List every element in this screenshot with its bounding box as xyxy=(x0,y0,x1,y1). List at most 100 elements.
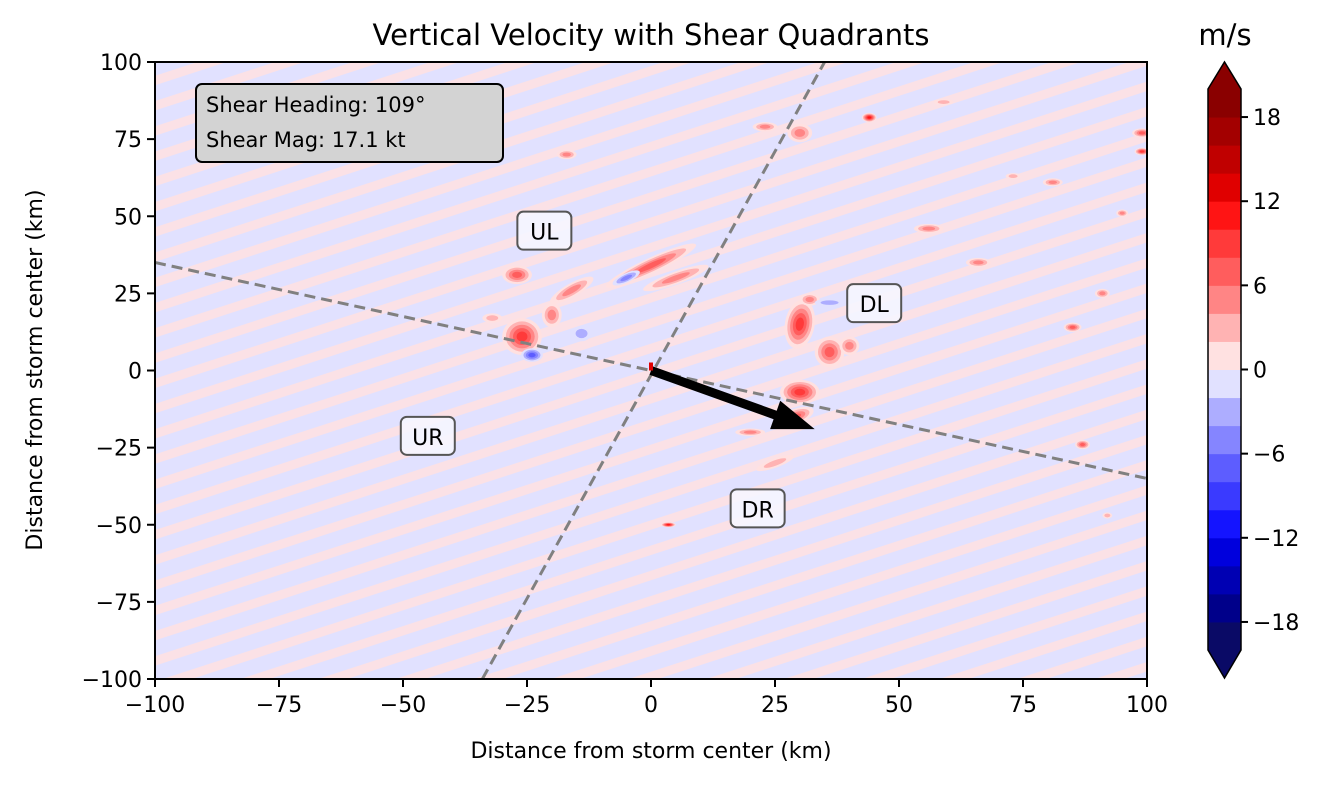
colorbar-segment xyxy=(1208,89,1241,118)
x-tick-label: −100 xyxy=(125,693,185,718)
x-tick-label: 25 xyxy=(761,693,789,718)
x-axis-label: Distance from storm center (km) xyxy=(470,739,831,764)
colorbar-extend-top xyxy=(1208,62,1241,89)
velocity-feature xyxy=(845,341,854,350)
y-tick-label: −75 xyxy=(96,591,142,616)
velocity-feature xyxy=(824,346,835,358)
colorbar-segment xyxy=(1208,285,1241,314)
shear-heading-text: Shear Heading: 109° xyxy=(206,93,425,117)
shear-info-box: Shear Heading: 109° Shear Mag: 17.1 kt xyxy=(195,83,504,163)
y-tick-label: 25 xyxy=(114,282,142,307)
plot-area: UL DL UR DR Shear Heading: 109° Shear Mag: … xyxy=(155,62,1147,679)
colorbar-segment xyxy=(1208,425,1241,455)
chart-title: Vertical Velocity with Shear Quadrants xyxy=(373,18,930,52)
colorbar-segment xyxy=(1208,565,1241,595)
colorbar-tick-label: −6 xyxy=(1253,443,1285,468)
shear-arrow-shape xyxy=(649,366,815,430)
velocity-feature xyxy=(937,100,950,104)
colorbar: −18 −12 −6 0 6 12 18 xyxy=(1207,60,1299,680)
velocity-feature xyxy=(575,328,588,339)
velocity-feature xyxy=(743,430,757,434)
velocity-feature xyxy=(805,296,814,303)
colorbar-segment xyxy=(1208,621,1241,651)
x-tick-label: −50 xyxy=(380,693,426,718)
colorbar-segment xyxy=(1208,509,1241,539)
quadrant-label-dl: DL xyxy=(860,293,890,318)
colorbar-segment xyxy=(1208,369,1241,399)
colorbar-segment xyxy=(1208,341,1241,370)
colorbar-segment xyxy=(1208,481,1241,511)
velocity-feature xyxy=(922,226,936,231)
y-tick-label: −25 xyxy=(96,437,142,462)
velocity-feature xyxy=(794,128,806,137)
velocity-features xyxy=(482,99,1147,528)
quadrant-label-ul: UL xyxy=(530,221,559,246)
quadrant-label-box xyxy=(516,210,573,251)
velocity-feature xyxy=(635,258,667,273)
velocity-feature xyxy=(1104,513,1111,518)
velocity-feature xyxy=(528,352,536,358)
shear-magnitude-text: Shear Mag: 17.1 kt xyxy=(206,128,406,152)
y-tick-label: −100 xyxy=(82,668,142,693)
colorbar-segment xyxy=(1208,257,1241,286)
y-axis-label: Distance from storm center (km) xyxy=(23,189,48,550)
colorbar-segment xyxy=(1208,145,1241,174)
velocity-feature xyxy=(516,331,528,342)
colorbar-segment xyxy=(1208,537,1241,567)
colorbar-tick-label: −18 xyxy=(1253,611,1299,636)
colorbar-tick-label: 18 xyxy=(1253,106,1281,131)
velocity-feature xyxy=(661,272,690,284)
velocity-feature xyxy=(486,315,499,321)
colorbar-tick-label: 6 xyxy=(1253,274,1267,299)
quadrant-label-box xyxy=(846,283,903,324)
velocity-feature xyxy=(759,124,771,129)
colorbar-outline xyxy=(1207,60,1242,680)
colorbar-tick-label: −12 xyxy=(1253,527,1299,552)
velocity-feature xyxy=(562,284,581,297)
velocity-feature xyxy=(512,271,523,278)
colorbar-segment xyxy=(1208,117,1241,146)
colorbar-segment xyxy=(1208,173,1241,202)
quadrant-label-box xyxy=(729,488,786,529)
x-tick-label: 0 xyxy=(644,693,658,718)
y-tick-label: 75 xyxy=(114,128,142,153)
velocity-feature xyxy=(562,152,571,157)
velocity-feature xyxy=(1048,180,1058,185)
quadrant-labels: UL DL UR DR xyxy=(399,210,903,529)
colorbar-segment xyxy=(1208,593,1241,623)
velocity-feature xyxy=(795,317,804,331)
quadrant-label-box xyxy=(399,415,456,456)
quadrant-lines xyxy=(155,62,1147,679)
colorbar-extend-bottom xyxy=(1208,650,1241,678)
y-tick-label: 50 xyxy=(114,205,142,230)
quadrant-label-dr: DR xyxy=(742,498,774,523)
velocity-feature xyxy=(1140,150,1145,153)
storm-center-marker xyxy=(649,362,653,371)
shear-info-background xyxy=(195,83,504,163)
velocity-feature xyxy=(1008,174,1018,178)
x-tick-label: 75 xyxy=(1009,693,1037,718)
velocity-feature xyxy=(867,116,871,119)
y-axis-ticks: −100 −75 −50 −25 0 25 50 75 100 xyxy=(82,51,155,693)
colorbar-segment xyxy=(1208,313,1241,342)
velocity-feature xyxy=(973,260,984,265)
velocity-feature xyxy=(620,274,633,282)
velocity-feature xyxy=(1119,211,1125,215)
velocity-feature xyxy=(1138,131,1146,135)
y-tick-label: 100 xyxy=(100,51,142,76)
velocity-feature xyxy=(547,309,557,321)
colorbar-segment xyxy=(1208,229,1241,258)
x-tick-label: −75 xyxy=(256,693,302,718)
x-tick-label: 50 xyxy=(885,693,913,718)
colorbar-tick-label: 0 xyxy=(1253,359,1267,384)
velocity-feature xyxy=(1080,443,1085,447)
velocity-feature xyxy=(1099,291,1106,296)
quadrant-divider-line xyxy=(481,62,826,679)
shear-vector-arrow xyxy=(649,362,815,430)
colorbar-segment xyxy=(1208,201,1241,230)
x-axis-ticks: −100 −75 −50 −25 0 25 50 75 100 xyxy=(125,679,1168,718)
velocity-feature xyxy=(666,524,671,526)
velocity-feature xyxy=(1069,325,1076,329)
y-tick-label: 0 xyxy=(128,360,142,385)
